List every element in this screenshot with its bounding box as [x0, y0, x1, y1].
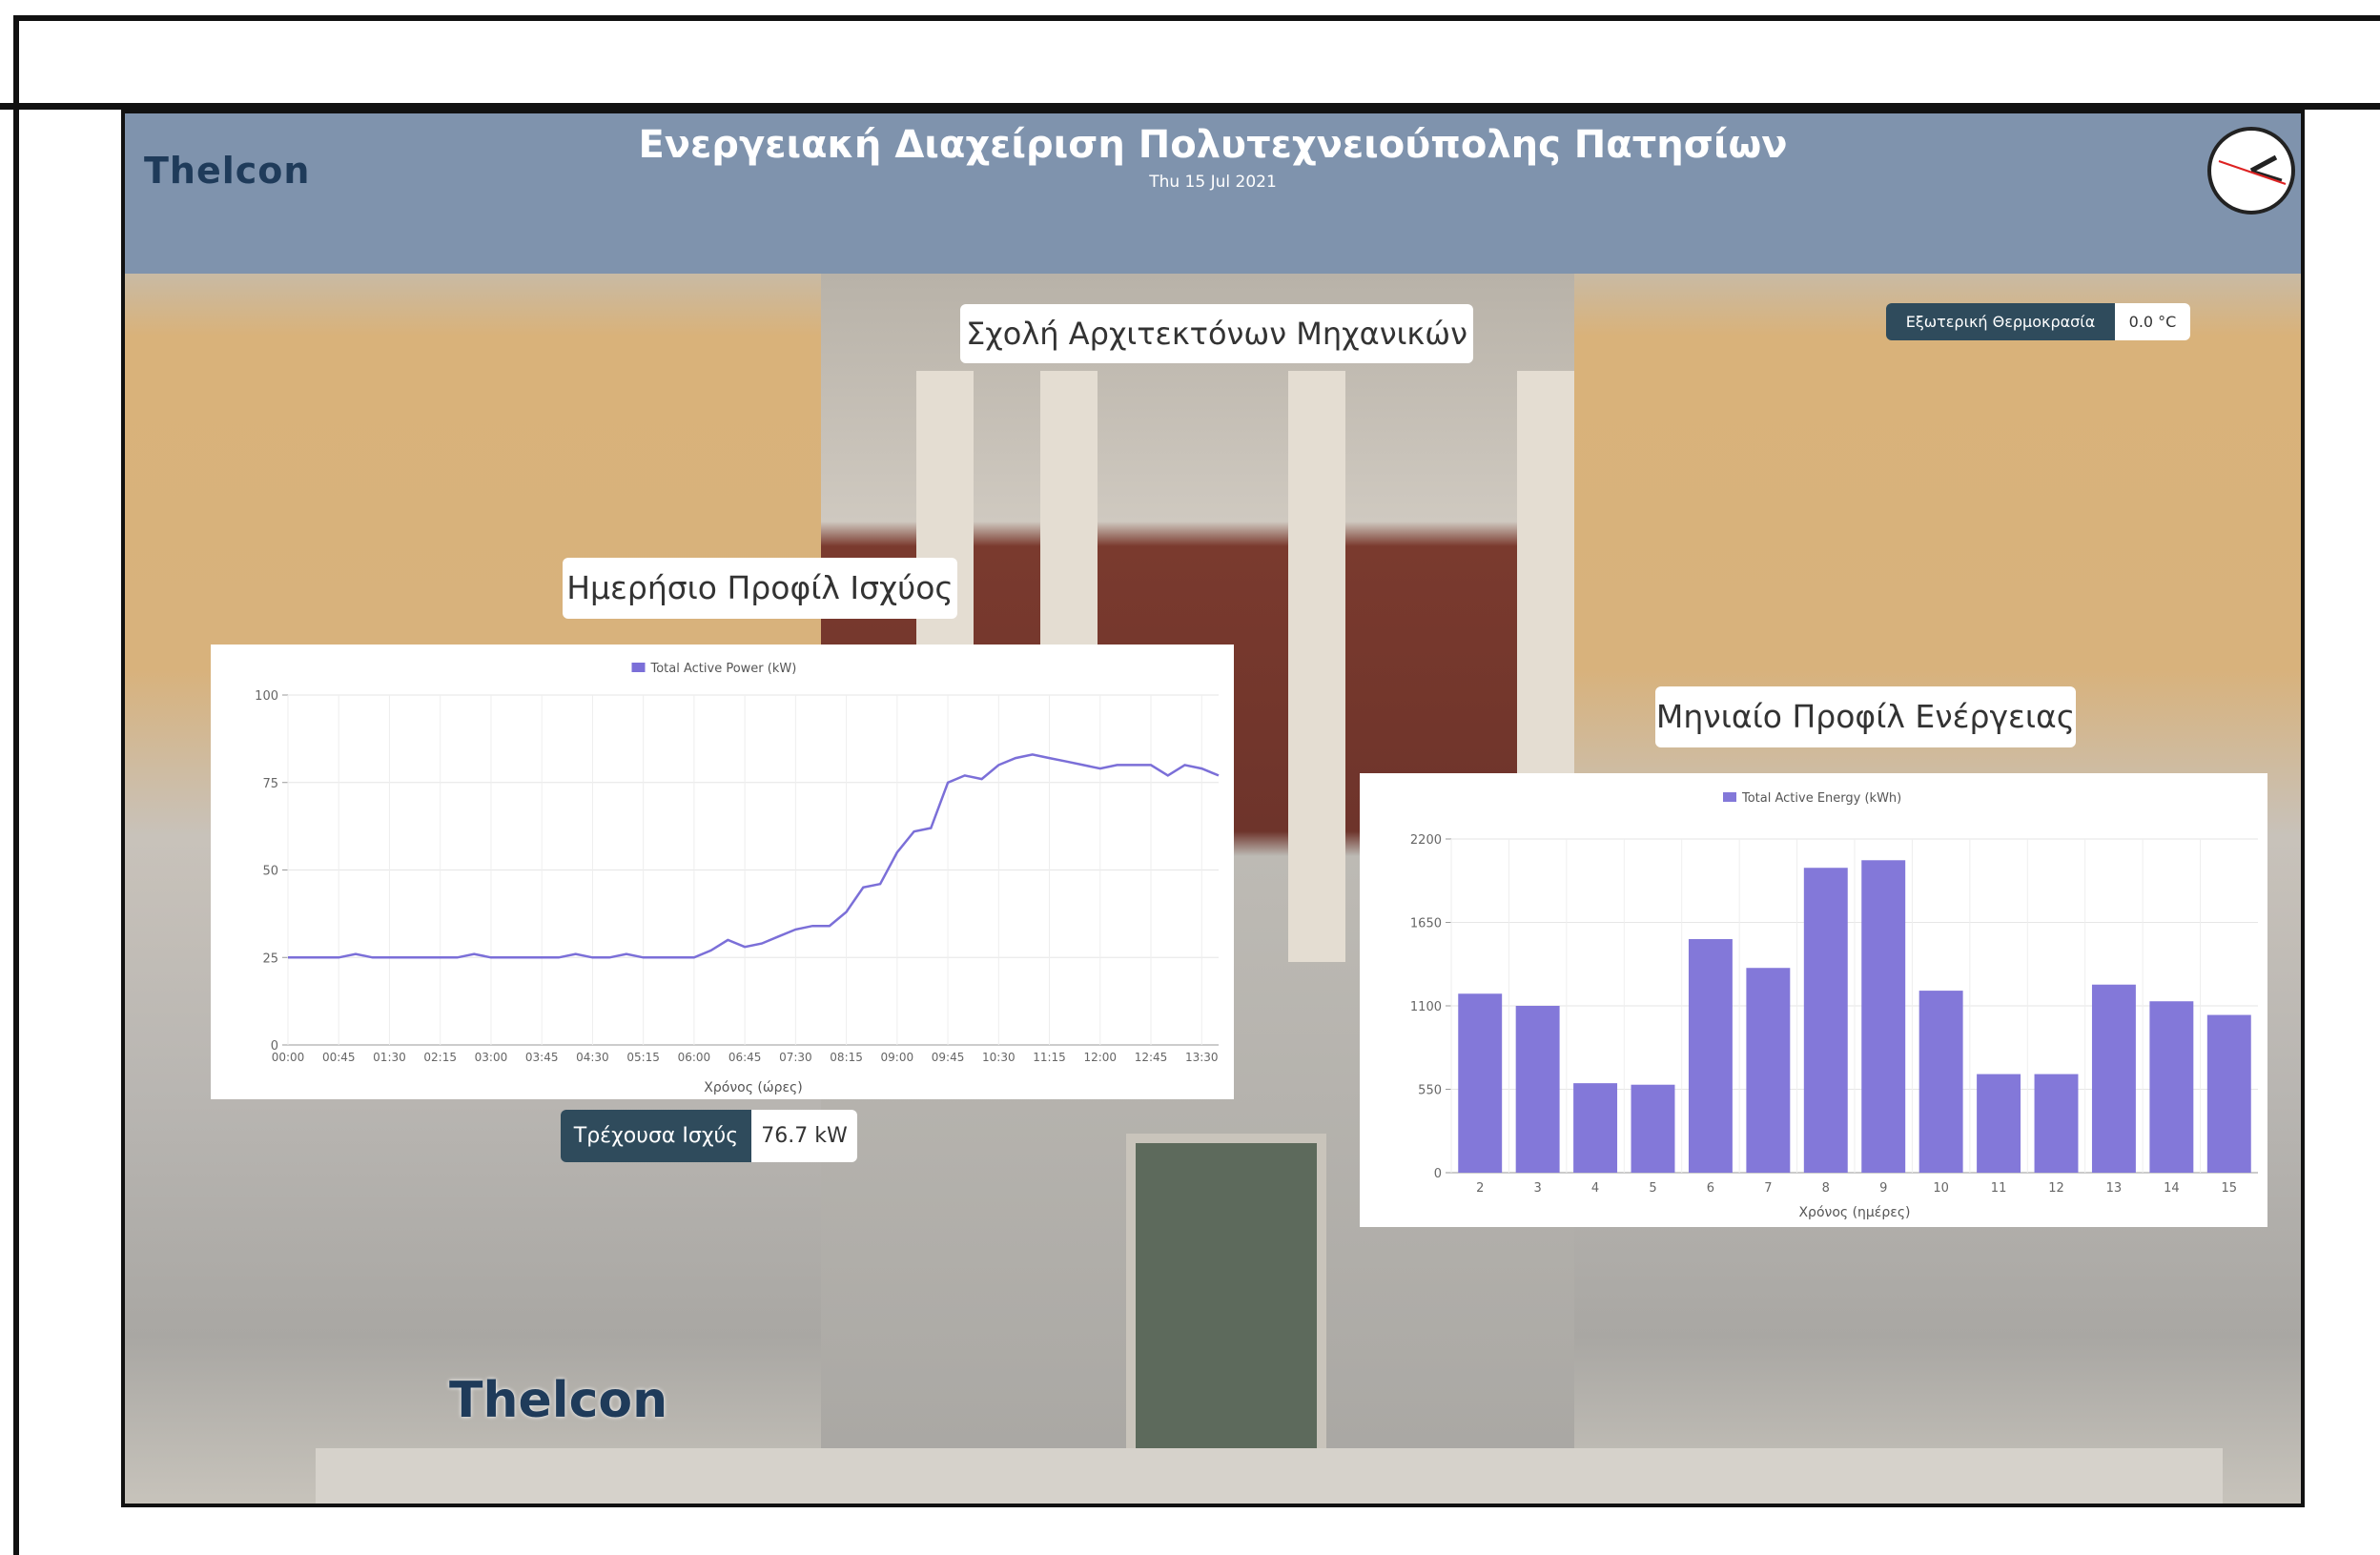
x-tick-label: 08:15 — [830, 1051, 863, 1064]
x-tick-label: 3 — [1534, 1181, 1542, 1196]
clock — [2207, 127, 2295, 215]
y-tick-label: 25 — [262, 951, 278, 966]
line-series — [288, 753, 1220, 959]
x-tick-label: 7 — [1764, 1181, 1772, 1196]
x-axis-label: Χρόνος (ημέρες) — [1798, 1205, 1910, 1220]
bar — [1631, 1084, 1675, 1173]
x-tick-label: 15 — [2222, 1181, 2238, 1196]
y-tick-label: 1100 — [1410, 1000, 1442, 1014]
y-tick-label: 1650 — [1410, 917, 1442, 931]
bar-chart: Total Active Energy (kWh) Χρόνος (ημέρες)… — [1410, 791, 2258, 1220]
x-tick-label: 00:45 — [322, 1051, 356, 1064]
bar — [1688, 939, 1733, 1173]
date: Thu 15 Jul 2021 — [1149, 173, 1277, 192]
x-tick-label: 14 — [2164, 1181, 2180, 1196]
panel-title: Μηνιαίο Προφίλ Ενέργειας — [1655, 686, 2076, 747]
x-tick-label: 5 — [1649, 1181, 1656, 1196]
frame-top — [13, 15, 2380, 21]
x-tick-label: 12:45 — [1135, 1051, 1168, 1064]
legend-label: Total Active Power (kW) — [650, 662, 797, 676]
panel-title: Ημερήσιο Προφίλ Ισχύος — [563, 558, 957, 619]
footer-logo: Thelcon — [449, 1372, 668, 1429]
legend-label: Total Active Energy (kWh) — [1741, 791, 1901, 806]
line-chart-panel: Total Active Power (kW) Χρόνος (ώρες) 0 25 5… — [211, 645, 1234, 1099]
x-tick-label: 8 — [1822, 1181, 1830, 1196]
column — [1288, 371, 1345, 962]
x-tick-label: 12:00 — [1083, 1051, 1117, 1064]
bar — [2206, 1014, 2251, 1173]
x-tick-label: 6 — [1707, 1181, 1714, 1196]
clock-hand — [2249, 154, 2278, 174]
logo: Thelcon — [144, 150, 311, 192]
y-tick-label: 550 — [1418, 1084, 1442, 1098]
x-tick-label: 03:00 — [475, 1051, 508, 1064]
x-tick-label: 05:15 — [626, 1051, 660, 1064]
x-tick-label: 06:00 — [678, 1051, 711, 1064]
y-tick-label: 2200 — [1410, 833, 1442, 848]
line-chart: Total Active Power (kW) Χρόνος (ώρες) 0 25 5… — [255, 662, 1220, 1095]
legend-swatch — [1723, 792, 1736, 802]
header: Thelcon Ενεργειακή Διαχείριση Πολυτεχνει… — [125, 113, 2301, 274]
x-tick-label: 4 — [1591, 1181, 1599, 1196]
x-tick-label: 02:15 — [423, 1051, 457, 1064]
clock-hand — [2218, 160, 2287, 185]
bar — [1746, 968, 1791, 1173]
y-tick-label: 0 — [271, 1039, 278, 1054]
x-tick-label: 13 — [2106, 1181, 2123, 1196]
bar — [1977, 1074, 2021, 1173]
bar — [1803, 868, 1848, 1173]
current-power-value: 76.7 kW — [751, 1110, 857, 1162]
bar — [2149, 1001, 2194, 1173]
bar — [1861, 860, 1906, 1173]
x-tick-label: 03:45 — [525, 1051, 559, 1064]
bar — [2034, 1074, 2079, 1173]
x-tick-label: 09:45 — [932, 1051, 965, 1064]
bar-chart-panel: Total Active Energy (kWh) Χρόνος (ημέρες)… — [1360, 773, 2267, 1227]
y-tick-label: 50 — [262, 865, 278, 879]
x-tick-label: 07:30 — [779, 1051, 812, 1064]
bar — [1918, 991, 1963, 1173]
x-tick-label: 06:45 — [728, 1051, 762, 1064]
temperature-value: 0.0 °C — [2115, 303, 2190, 340]
bar — [1515, 1006, 1560, 1173]
x-axis-label: Χρόνος (ώρες) — [704, 1080, 802, 1095]
y-tick-label: 75 — [262, 777, 278, 791]
x-tick-label: 2 — [1476, 1181, 1484, 1196]
temperature-label: Εξωτερική Θερμοκρασία — [1886, 303, 2115, 340]
dashboard-title: Ενεργειακή Διαχείριση Πολυτεχνειούπολης … — [638, 123, 1788, 167]
stairs — [316, 1448, 2223, 1504]
x-tick-label: 11:15 — [1033, 1051, 1066, 1064]
x-tick-label: 09:00 — [881, 1051, 914, 1064]
clock-hand — [2250, 169, 2283, 182]
x-tick-label: 10 — [1933, 1181, 1949, 1196]
legend-swatch — [631, 663, 646, 672]
y-tick-label: 0 — [1434, 1167, 1442, 1181]
door — [1126, 1134, 1326, 1504]
frame-rule — [0, 103, 2380, 110]
bar — [2091, 984, 2136, 1173]
x-tick-label: 01:30 — [373, 1051, 406, 1064]
x-tick-label: 11 — [1991, 1181, 2007, 1196]
x-tick-label: 04:30 — [576, 1051, 609, 1064]
x-tick-label: 10:30 — [982, 1051, 1016, 1064]
dashboard: Thelcon Ενεργειακή Διαχείριση Πολυτεχνει… — [121, 110, 2305, 1507]
current-power-label: Τρέχουσα Ισχύς — [561, 1110, 751, 1162]
x-tick-label: 13:30 — [1185, 1051, 1219, 1064]
y-tick-label: 100 — [255, 689, 278, 704]
bar — [1573, 1083, 1618, 1173]
x-tick-label: 9 — [1879, 1181, 1887, 1196]
x-tick-label: 00:00 — [272, 1051, 305, 1064]
x-tick-label: 12 — [2048, 1181, 2064, 1196]
building-name: Σχολή Αρχιτεκτόνων Μηχανικών — [960, 304, 1473, 363]
frame-left — [13, 15, 19, 1555]
bar — [1458, 993, 1503, 1173]
